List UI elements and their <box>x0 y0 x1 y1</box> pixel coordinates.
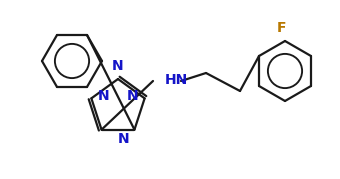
Text: N: N <box>97 89 109 103</box>
Text: HN: HN <box>165 73 188 87</box>
Text: N: N <box>118 132 130 146</box>
Text: F: F <box>277 21 287 35</box>
Text: N: N <box>112 59 124 73</box>
Text: N: N <box>127 89 139 103</box>
